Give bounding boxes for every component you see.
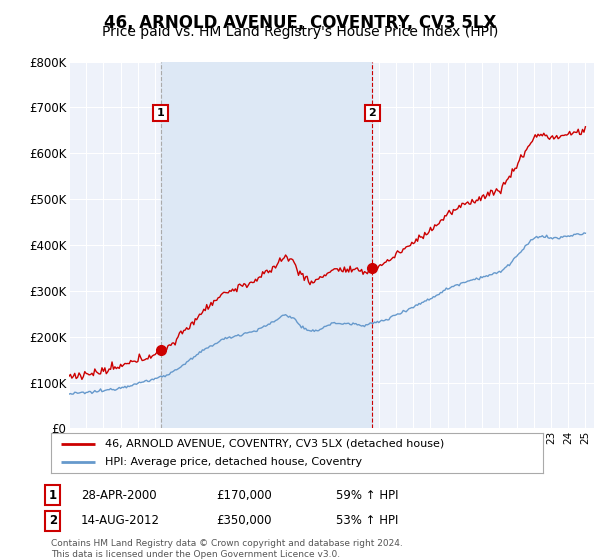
Text: 28-APR-2000: 28-APR-2000 [81,488,157,502]
Text: 1: 1 [49,488,57,502]
Text: £170,000: £170,000 [216,488,272,502]
Text: 53% ↑ HPI: 53% ↑ HPI [336,514,398,528]
Text: 1: 1 [157,108,164,118]
Text: 14-AUG-2012: 14-AUG-2012 [81,514,160,528]
Text: Contains HM Land Registry data © Crown copyright and database right 2024.
This d: Contains HM Land Registry data © Crown c… [51,539,403,559]
Text: HPI: Average price, detached house, Coventry: HPI: Average price, detached house, Cove… [105,458,362,467]
Text: 2: 2 [49,514,57,528]
Text: Price paid vs. HM Land Registry's House Price Index (HPI): Price paid vs. HM Land Registry's House … [102,25,498,39]
Text: £350,000: £350,000 [216,514,271,528]
Text: 2: 2 [368,108,376,118]
Text: 46, ARNOLD AVENUE, COVENTRY, CV3 5LX (detached house): 46, ARNOLD AVENUE, COVENTRY, CV3 5LX (de… [105,439,445,449]
Text: 59% ↑ HPI: 59% ↑ HPI [336,488,398,502]
Text: 46, ARNOLD AVENUE, COVENTRY, CV3 5LX: 46, ARNOLD AVENUE, COVENTRY, CV3 5LX [104,14,496,32]
Bar [161,62,372,428]
